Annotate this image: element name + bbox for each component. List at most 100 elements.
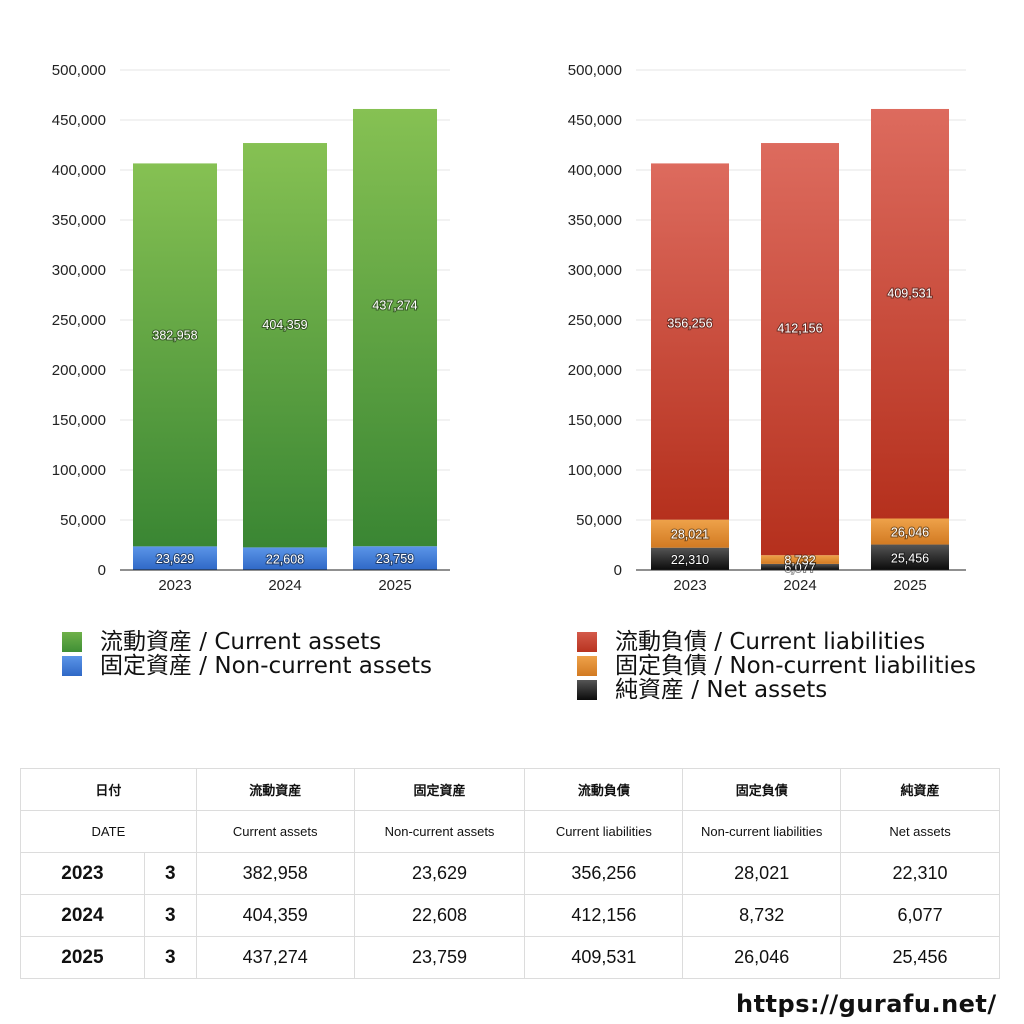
y-tick-label: 300,000 [568,262,622,279]
x-tick-label: 2025 [893,577,926,594]
legend-label: 固定負債 / Non-current liabilities [615,653,976,679]
header-non-current-liabilities-jp: 固定負債 [682,768,842,811]
bar-current-assets-2024 [243,143,327,548]
bar-non-current-liabilities-2024 [761,555,839,564]
table-row: 2025 3 437,274 23,759 409,531 26,046 25,… [20,936,1000,979]
cell-non-current-liabilities: 28,021 [682,852,842,895]
row-month: 3 [143,852,197,895]
header-current-liabilities-en: Current liabilities [524,810,684,853]
data-label-net-assets: 6,077 [784,561,815,575]
data-label-current-assets: 382,958 [152,329,197,343]
table-header-row-en: DATE Current assets Non-current assets C… [20,810,1000,853]
legend-swatch-current-assets [62,632,82,652]
bar-non-current-assets-2023 [133,546,217,570]
bar-current-liabilities-2023 [651,163,729,520]
cell-current-assets: 382,958 [195,852,355,895]
x-tick-label: 2025 [378,577,411,594]
table-row: 2024 3 404,359 22,608 412,156 8,732 6,07… [20,894,1000,937]
y-tick-label: 400,000 [568,162,622,179]
y-tick-label: 150,000 [52,412,106,429]
table-header-row-jp: 日付 流動資産 固定資産 流動負債 固定負債 純資産 [20,768,1000,811]
cell-non-current-assets: 23,629 [353,852,526,895]
row-year: 2024 [20,894,145,937]
legend-item-non-current-assets: 固定資産 / Non-current assets [62,654,432,678]
assets-legend: 流動資産 / Current assets 固定資産 / Non-current… [62,630,432,678]
bar-non-current-assets-2025 [353,546,437,570]
data-label-current-liabilities: 412,156 [777,322,822,336]
y-tick-label: 100,000 [52,462,106,479]
cell-net-assets: 25,456 [840,936,1000,979]
data-label-current-liabilities: 356,256 [667,317,712,331]
header-non-current-liabilities-en: Non-current liabilities [682,810,842,853]
legend-item-non-current-liabilities: 固定負債 / Non-current liabilities [577,654,976,678]
cell-net-assets: 6,077 [840,894,1000,937]
row-year: 2025 [20,936,145,979]
y-tick-label: 0 [614,562,622,579]
liabilities-legend: 流動負債 / Current liabilities 固定負債 / Non-cu… [577,630,976,702]
y-tick-label: 200,000 [568,362,622,379]
header-net-assets-en: Net assets [840,810,1000,853]
x-tick-label: 2023 [158,577,191,594]
bar-non-current-liabilities-2023 [651,519,729,548]
data-table: 日付 流動資産 固定資産 流動負債 固定負債 純資産 DATE Current … [20,768,1000,979]
assets-chart: 0 50,000 100,000 150,000 200,000 250,000 300,0… [52,62,450,594]
bar-net-assets-2025 [871,544,949,570]
data-label-net-assets: 25,456 [891,551,929,565]
y-tick-label: 350,000 [568,212,622,229]
bar-net-assets-2023 [651,547,729,570]
cell-net-assets: 22,310 [840,852,1000,895]
data-label-current-liabilities: 409,531 [887,286,932,300]
data-label-current-assets: 437,274 [372,299,417,313]
data-label-non-current-assets: 23,629 [156,552,194,566]
bar-current-assets-2025 [353,108,437,547]
y-tick-label: 400,000 [52,162,106,179]
row-month: 3 [143,936,197,979]
header-current-assets-en: Current assets [195,810,355,853]
data-label-non-current-liabilities: 8,732 [784,554,815,568]
bar-net-assets-2024 [761,563,839,570]
y-tick-label: 500,000 [52,62,106,79]
x-tick-label: 2023 [673,577,706,594]
charts-area: 0 50,000 100,000 150,000 200,000 250,000 300,0… [52,62,966,594]
legend-label: 流動負債 / Current liabilities [615,629,926,655]
y-tick-label: 250,000 [52,312,106,329]
header-date-jp: 日付 [20,768,197,811]
header-net-assets-jp: 純資産 [840,768,1000,811]
bar-current-liabilities-2025 [871,108,949,519]
legend-label: 流動資産 / Current assets [100,629,382,655]
cell-current-assets: 404,359 [195,894,355,937]
legend-item-current-assets: 流動資産 / Current assets [62,630,432,654]
legend-item-current-liabilities: 流動負債 / Current liabilities [577,630,976,654]
cell-non-current-liabilities: 26,046 [682,936,842,979]
bar-non-current-liabilities-2025 [871,518,949,545]
y-tick-label: 300,000 [52,262,106,279]
data-label-current-assets: 404,359 [262,318,307,332]
cell-current-liabilities: 409,531 [524,936,684,979]
liabilities-chart: 0 50,000 100,000 150,000 200,000 250,000 300,0… [568,62,966,594]
legend-swatch-current-liabilities [577,632,597,652]
bar-current-assets-2023 [133,163,217,547]
legend-label: 純資産 / Net assets [615,677,828,703]
cell-non-current-liabilities: 8,732 [682,894,842,937]
legend-label: 固定資産 / Non-current assets [100,653,433,679]
data-label-non-current-liabilities: 26,046 [891,526,929,540]
legend-swatch-non-current-liabilities [577,656,597,676]
x-tick-label: 2024 [268,577,301,594]
y-tick-label: 100,000 [568,462,622,479]
data-label-non-current-assets: 23,759 [376,552,414,566]
legend-swatch-non-current-assets [62,656,82,676]
data-label-non-current-assets: 22,608 [266,553,304,567]
cell-non-current-assets: 22,608 [353,894,526,937]
y-tick-label: 150,000 [568,412,622,429]
cell-current-liabilities: 412,156 [524,894,684,937]
y-tick-label: 500,000 [568,62,622,79]
data-label-net-assets: 22,310 [671,553,709,567]
legend-item-net-assets: 純資産 / Net assets [577,678,976,702]
legend-swatch-net-assets [577,680,597,700]
bar-current-liabilities-2024 [761,143,839,556]
site-url-link[interactable]: https://gurafu.net/ [736,990,997,1018]
y-tick-label: 200,000 [52,362,106,379]
y-tick-label: 250,000 [568,312,622,329]
y-tick-label: 0 [98,562,106,579]
row-month: 3 [143,894,197,937]
